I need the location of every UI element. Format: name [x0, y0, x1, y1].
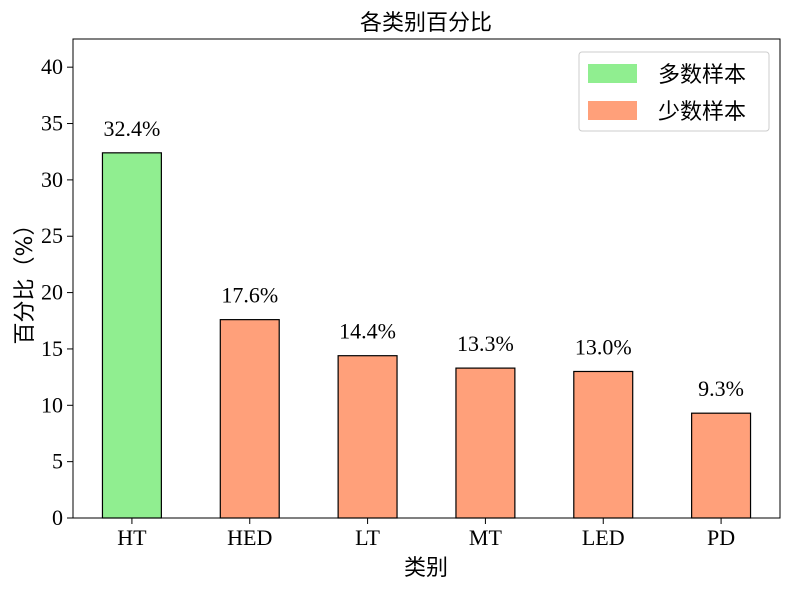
y-tick-label: 5: [52, 449, 63, 474]
x-tick-label: HT: [117, 525, 147, 550]
x-tick-label: LT: [355, 525, 380, 550]
y-axis-label: 百分比（%）: [13, 214, 38, 345]
y-tick-label: 25: [41, 223, 63, 248]
y-tick-label: 10: [41, 392, 63, 417]
y-tick-label: 20: [41, 280, 63, 305]
x-axis-label: 类别: [404, 556, 448, 581]
legend-swatch-majority: [588, 64, 637, 83]
chart-title: 各类别百分比: [360, 11, 492, 36]
legend-label-majority: 多数样本: [658, 63, 746, 88]
plot-area-frame: [72, 38, 781, 519]
bar-led: [573, 370, 634, 519]
bar-ht: [101, 152, 162, 519]
data-label-led: 13.0%: [575, 334, 632, 359]
bar-hed: [219, 319, 280, 519]
data-label-mt: 13.3%: [457, 331, 514, 356]
data-label-hed: 17.6%: [221, 283, 278, 308]
x-tick-label: PD: [707, 525, 735, 550]
legend-swatch-minority: [588, 101, 637, 120]
x-axis-ticks: HT HED LT MT LED PD: [117, 518, 735, 550]
y-tick-label: 15: [41, 336, 63, 361]
bars-group: [101, 152, 752, 519]
y-tick-label: 40: [41, 54, 63, 79]
data-label-ht: 32.4%: [104, 116, 161, 141]
y-tick-label: 0: [52, 505, 63, 530]
bar-pd: [691, 412, 752, 519]
data-label-pd: 9.3%: [698, 376, 744, 401]
bar-mt: [455, 367, 516, 519]
data-labels-group: 32.4% 17.6% 14.4% 13.3% 13.0% 9.3%: [104, 116, 744, 401]
bar-lt: [337, 355, 398, 519]
y-axis-ticks: 0 5 10 15 20 25 30 35 40: [41, 54, 73, 530]
x-tick-label: HED: [227, 525, 272, 550]
y-tick-label: 30: [41, 167, 63, 192]
y-tick-label: 35: [41, 111, 63, 136]
x-tick-label: LED: [582, 525, 625, 550]
x-tick-label: MT: [469, 525, 503, 550]
legend-label-minority: 少数样本: [658, 100, 746, 125]
data-label-lt: 14.4%: [339, 319, 396, 344]
